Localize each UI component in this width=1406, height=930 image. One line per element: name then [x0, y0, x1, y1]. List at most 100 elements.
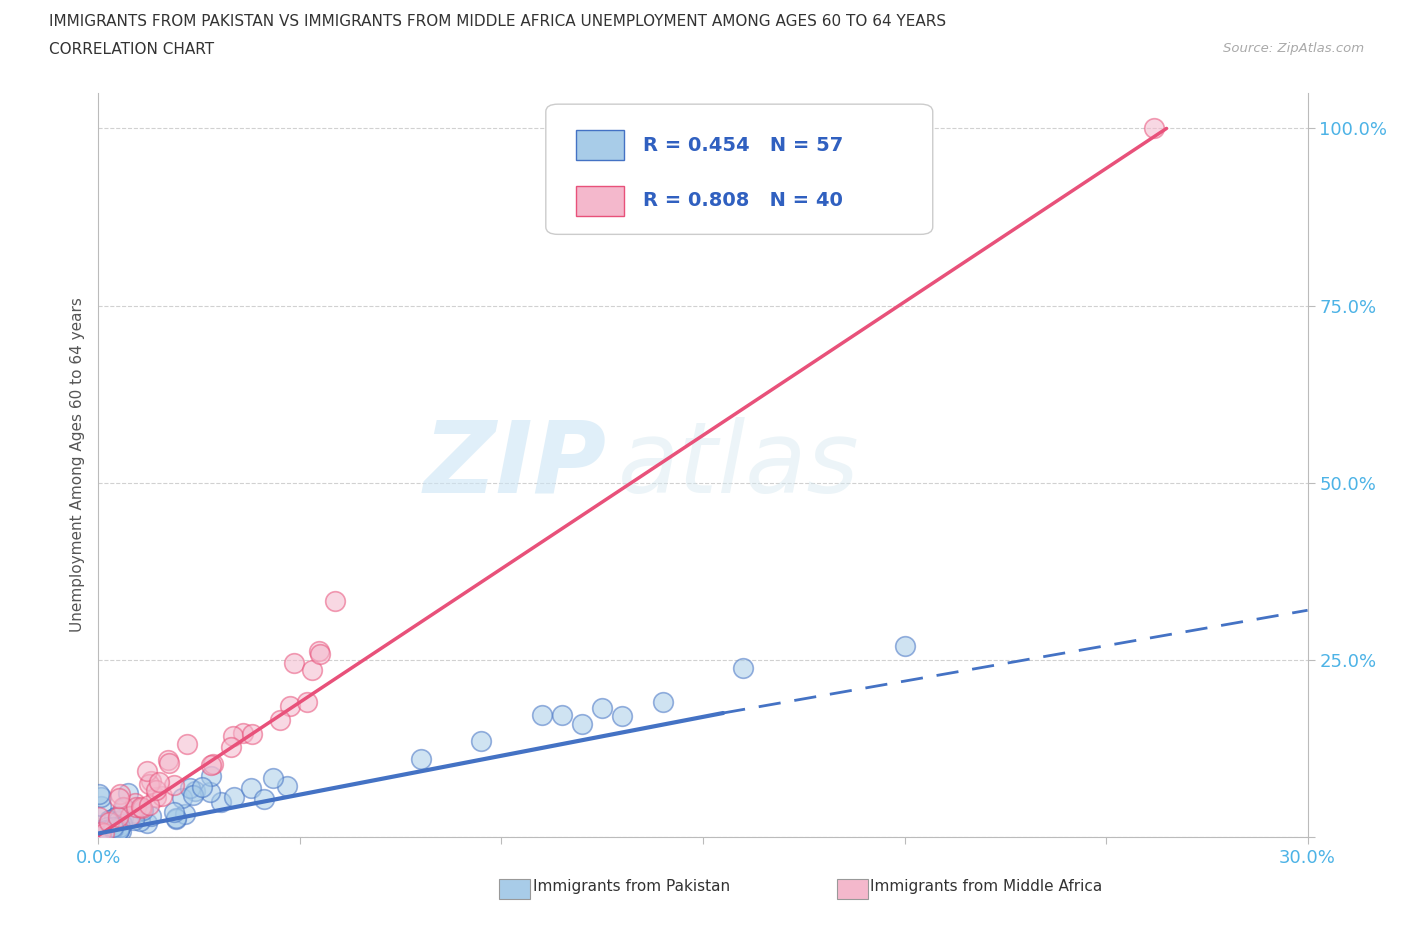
Point [176, 737, 198, 751]
Point [124, 805, 146, 820]
Point [107, 814, 129, 829]
Point [163, 804, 186, 819]
Point [122, 813, 145, 828]
Point [145, 790, 167, 804]
Point [150, 789, 173, 804]
Point [170, 790, 193, 805]
Point [148, 775, 170, 790]
Point [94, 822, 117, 837]
Point [278, 698, 301, 713]
Point [252, 791, 274, 806]
Point [409, 751, 432, 766]
Point [96, 819, 118, 834]
Point [107, 810, 129, 825]
Point [91, 824, 114, 839]
Point [117, 786, 139, 801]
Point [103, 821, 125, 836]
Point [87, 810, 110, 825]
Point [179, 781, 201, 796]
Point [191, 779, 214, 794]
Point [893, 638, 915, 653]
Point [221, 739, 243, 754]
Point [240, 727, 263, 742]
Point [90, 799, 112, 814]
Point [651, 695, 673, 710]
Point [97, 828, 120, 843]
Point [136, 816, 159, 830]
Point [101, 819, 124, 834]
Point [128, 813, 150, 828]
Point [111, 817, 134, 831]
Point [107, 823, 129, 838]
Point [90, 825, 112, 840]
FancyBboxPatch shape [576, 130, 624, 160]
Point [98, 815, 121, 830]
Point [198, 785, 221, 800]
Point [131, 801, 153, 816]
Point [240, 780, 263, 795]
Point [323, 593, 346, 608]
Text: Immigrants from Pakistan: Immigrants from Pakistan [533, 879, 730, 894]
Point [222, 728, 245, 743]
Point [93, 826, 115, 841]
Point [1143, 121, 1166, 136]
Point [139, 808, 162, 823]
Y-axis label: Unemployment Among Ages 60 to 64 years: Unemployment Among Ages 60 to 64 years [69, 298, 84, 632]
Point [110, 787, 132, 802]
Point [200, 758, 222, 773]
Point [139, 774, 162, 789]
Point [591, 700, 613, 715]
Point [112, 800, 135, 815]
Point [165, 810, 187, 825]
FancyBboxPatch shape [546, 104, 932, 234]
Point [308, 644, 330, 658]
Point [129, 800, 152, 815]
Point [90, 822, 112, 837]
Point [263, 771, 285, 786]
Point [571, 717, 593, 732]
Point [89, 787, 111, 802]
Point [551, 708, 574, 723]
Point [222, 790, 245, 804]
Point [159, 755, 181, 770]
Point [98, 813, 121, 828]
Point [110, 823, 132, 838]
Point [297, 695, 319, 710]
FancyBboxPatch shape [576, 186, 624, 216]
Point [276, 778, 298, 793]
Point [530, 708, 553, 723]
Point [612, 709, 634, 724]
Point [108, 822, 131, 837]
Text: CORRELATION CHART: CORRELATION CHART [49, 42, 214, 57]
Text: ZIP: ZIP [423, 417, 606, 513]
Point [301, 663, 323, 678]
Point [200, 768, 222, 783]
Text: IMMIGRANTS FROM PAKISTAN VS IMMIGRANTS FROM MIDDLE AFRICA UNEMPLOYMENT AMONG AGE: IMMIGRANTS FROM PAKISTAN VS IMMIGRANTS F… [49, 14, 946, 29]
Point [733, 661, 755, 676]
Point [181, 788, 204, 803]
Point [309, 646, 332, 661]
Text: Immigrants from Middle Africa: Immigrants from Middle Africa [870, 879, 1102, 894]
Text: R = 0.808   N = 40: R = 0.808 N = 40 [643, 192, 842, 210]
Text: R = 0.454   N = 57: R = 0.454 N = 57 [643, 136, 842, 154]
Point [162, 777, 184, 792]
Point [103, 811, 125, 826]
Point [135, 764, 157, 778]
Point [211, 794, 233, 809]
Point [125, 800, 148, 815]
Point [112, 800, 135, 815]
Point [138, 777, 160, 791]
Point [269, 712, 291, 727]
Point [165, 811, 187, 826]
Point [107, 790, 129, 805]
Point [156, 752, 179, 767]
Point [283, 656, 305, 671]
Point [145, 782, 167, 797]
Point [124, 796, 146, 811]
Point [105, 808, 128, 823]
Point [110, 815, 132, 830]
Point [173, 806, 195, 821]
Point [202, 756, 225, 771]
Point [90, 790, 112, 804]
Point [108, 819, 131, 834]
